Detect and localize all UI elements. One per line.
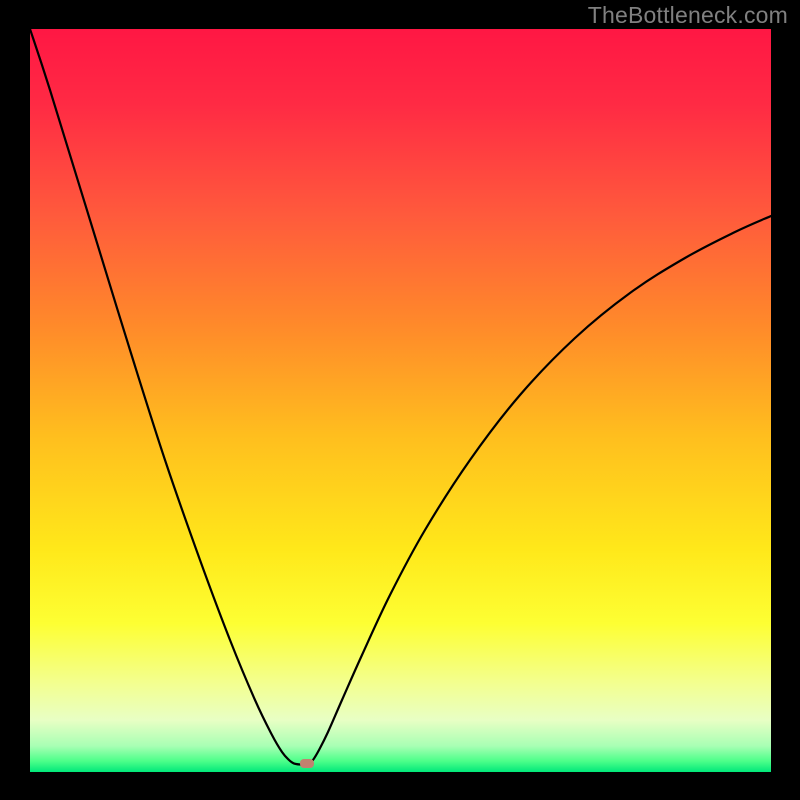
frame-left (0, 0, 30, 800)
watermark-label: TheBottleneck.com (588, 2, 788, 28)
frame-right (771, 0, 800, 800)
optimum-marker (300, 759, 314, 768)
frame-bottom (0, 772, 800, 800)
plot-area (30, 29, 771, 772)
watermark-text: TheBottleneck.com (0, 0, 800, 29)
chart-container: TheBottleneck.com (0, 0, 800, 800)
bottleneck-curve (30, 29, 771, 772)
